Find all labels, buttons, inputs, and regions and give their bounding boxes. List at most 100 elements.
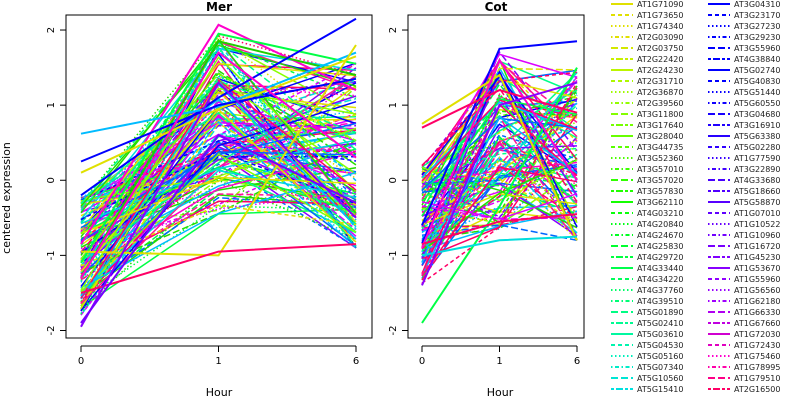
series-line (421, 164, 578, 281)
legend-entry: AT4G20840 (611, 220, 683, 229)
legend-label: AT3G04680 (734, 110, 780, 119)
legend-entry: AT5G01890 (611, 308, 683, 317)
legend-entry: AT5G51440 (708, 88, 780, 97)
series-line (421, 78, 578, 184)
series-line (80, 124, 357, 234)
legend-entry: AT1G72430 (708, 341, 780, 350)
legend-label: AT3G57010 (637, 165, 683, 174)
legend-entry: AT4G25830 (611, 242, 683, 251)
legend-label: AT3G62110 (637, 198, 683, 207)
legend-entry: AT1G75460 (708, 352, 780, 361)
series-line (421, 157, 578, 223)
series-line (80, 56, 357, 291)
series-line (80, 127, 357, 202)
legend-label: AT1G10960 (734, 231, 780, 240)
legend-label: AT4G39510 (637, 297, 683, 306)
legend-label: AT3G23170 (734, 11, 780, 20)
legend-entry: AT1G67660 (708, 319, 780, 328)
series-line-highlight (80, 40, 357, 279)
legend-entry: AT3G57020 (611, 176, 683, 185)
legend-entry: AT5G15410 (611, 385, 683, 394)
legend-entry: AT1G62180 (708, 297, 780, 306)
legend-label: AT3G11800 (637, 110, 683, 119)
legend-entry: AT1G16720 (708, 242, 780, 251)
legend: AT1G71090 AT1G73650 AT1G74340 AT2G03090 AT2G… (611, 0, 780, 394)
legend-entry: AT3G23170 (708, 11, 780, 20)
legend-entry: AT5G05160 (611, 352, 683, 361)
series-line (421, 50, 578, 244)
y-tick-label: 0 (388, 177, 399, 183)
legend-label: AT1G10522 (734, 220, 780, 229)
legend-entry: AT5G58870 (708, 198, 780, 207)
legend-label: AT1G56560 (734, 286, 780, 295)
legend-label: AT1G16720 (734, 242, 780, 251)
series-line (80, 179, 357, 312)
y-tick-label: 2 (46, 27, 57, 33)
legend-label: AT5G58870 (734, 198, 780, 207)
legend-entry: AT1G10960 (708, 231, 780, 240)
x-axis: 0 1 6 (419, 345, 580, 367)
legend-label: AT1G62180 (734, 297, 780, 306)
legend-label: AT1G45230 (734, 253, 780, 262)
legend-label: AT4G24670 (637, 231, 683, 240)
legend-label: AT4G38840 (734, 55, 780, 64)
series-line (80, 44, 357, 207)
series-line (421, 58, 578, 263)
legend-entry: AT2G03750 (611, 44, 683, 53)
legend-entry: AT3G52360 (611, 154, 683, 163)
y-axis: -2 -1 0 1 2 (46, 27, 66, 335)
y-tick-label: 1 (388, 102, 399, 108)
legend-entry: AT5G02410 (611, 319, 683, 328)
x-axis: 0 1 6 (78, 345, 359, 367)
series-line (80, 38, 357, 214)
legend-entry: AT3G57010 (611, 165, 683, 174)
legend-entry: AT2G16500 (708, 385, 780, 394)
legend-entry: AT1G74340 (611, 22, 683, 31)
legend-entry: AT3G44735 (611, 143, 683, 152)
panel-mer: Mer -2 -1 0 1 2 0 1 6 Hour centered expression (0, 0, 373, 399)
legend-label: AT5G01890 (637, 308, 683, 317)
series-line-highlight (80, 51, 357, 135)
legend-label: AT5G60550 (734, 99, 780, 108)
legend-label: AT5G05160 (637, 352, 683, 361)
series-line (421, 87, 578, 203)
legend-label: AT1G53670 (734, 264, 780, 273)
series-line-highlight (80, 44, 357, 257)
legend-entry: AT4G03210 (611, 209, 683, 218)
panel-title: Cot (485, 0, 508, 14)
series-line-highlight (421, 235, 578, 257)
legend-label: AT4G03210 (637, 209, 683, 218)
x-tick-label: 1 (215, 356, 221, 367)
y-tick-label: -2 (388, 325, 399, 335)
legend-label: AT5G18660 (734, 187, 780, 196)
y-tick-label: -1 (46, 250, 57, 260)
series-line (80, 79, 357, 299)
legend-label: AT4G20840 (637, 220, 683, 229)
series-line (421, 163, 578, 279)
legend-entry: AT5G03610 (611, 330, 683, 339)
series-line (80, 139, 357, 273)
legend-entry: AT5G02280 (708, 143, 780, 152)
series-line (80, 171, 357, 289)
legend-label: AT1G72430 (734, 341, 780, 350)
legend-entry: AT3G55960 (708, 44, 780, 53)
legend-entry: AT4G33440 (611, 264, 683, 273)
legend-entry: AT5G40830 (708, 77, 780, 86)
legend-label: AT5G03610 (637, 330, 683, 339)
series-line (80, 155, 357, 254)
series-line-highlight (80, 32, 357, 264)
series-line-highlight (80, 77, 357, 163)
legend-entry: AT2G22420 (611, 55, 683, 64)
legend-entry: AT2G36870 (611, 88, 683, 97)
series-line-highlight (421, 73, 578, 241)
legend-entry: AT5G02740 (708, 66, 780, 75)
series-line (421, 140, 578, 209)
legend-label: AT5G51440 (734, 88, 780, 97)
legend-label: AT2G31710 (637, 77, 683, 86)
series-line (421, 92, 578, 285)
legend-entry: AT3G28040 (611, 132, 683, 141)
legend-label: AT3G17640 (637, 121, 683, 130)
legend-label: AT5G07340 (637, 363, 683, 372)
x-axis-label: Hour (487, 386, 514, 399)
